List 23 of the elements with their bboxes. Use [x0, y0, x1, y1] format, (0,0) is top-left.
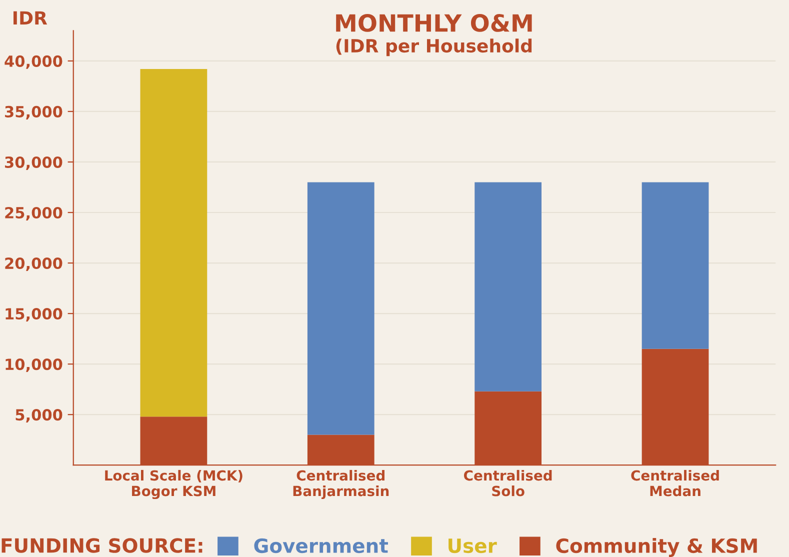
bar	[307, 182, 374, 435]
y-tick-label: 30,000	[5, 156, 62, 170]
y-tick-label: 5,000	[16, 409, 62, 423]
bar	[140, 69, 208, 417]
legend-title: FUNDING SOURCE:	[2, 538, 202, 553]
y-tick-label: 25,000	[5, 206, 62, 220]
bar	[474, 182, 542, 392]
chart-title: MONTHLY O&M	[336, 14, 532, 32]
legend-label: Community & KSM	[556, 538, 757, 557]
x-tick-label: Centralised Medan	[631, 470, 719, 496]
x-tick-label: Centralised Solo	[464, 470, 552, 496]
y-tick-label: 15,000	[6, 308, 62, 322]
y-tick-label: 35,000	[5, 106, 62, 120]
x-tick-label: Local Scale (MCK) Bogor KSM	[105, 470, 242, 500]
chart-subtitle: (IDR per Household	[336, 38, 532, 56]
x-tick-label: Centralised Banjarmasin	[293, 470, 389, 500]
bar	[642, 182, 709, 349]
y-axis-title: IDR	[13, 11, 48, 24]
y-tick-label: 20,000	[5, 257, 62, 271]
y-tick-label: 10,000	[6, 358, 62, 372]
legend-label: Government	[254, 538, 388, 554]
legend-label: User	[448, 538, 497, 554]
y-tick-label: 40,000	[4, 55, 62, 69]
